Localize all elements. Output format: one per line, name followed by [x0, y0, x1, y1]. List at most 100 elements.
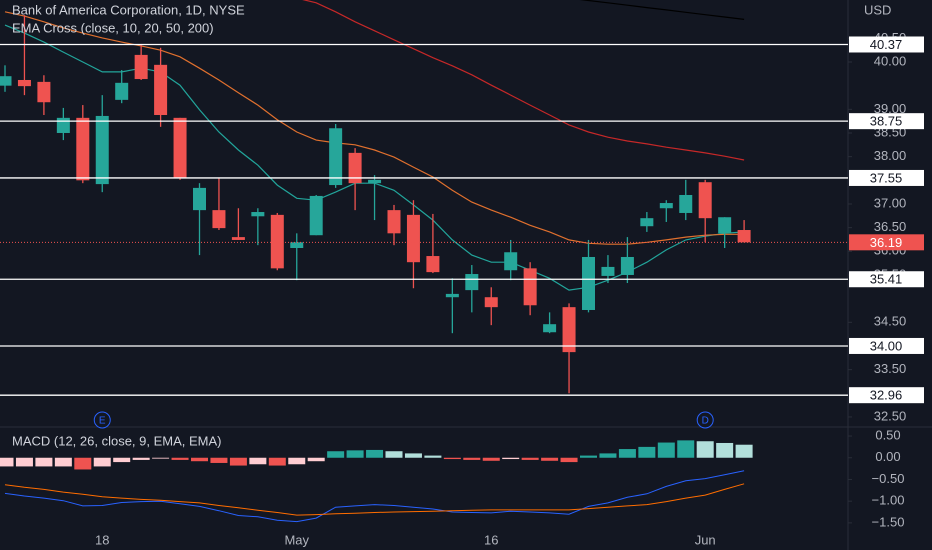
candle-body [368, 179, 382, 184]
histogram-bar [268, 457, 286, 466]
candle-body [406, 214, 420, 263]
candle-body [37, 81, 51, 103]
histogram-bar [35, 457, 53, 467]
level-label-box [849, 169, 924, 186]
level-label-box [849, 271, 924, 288]
y-tick-label: 40.00 [874, 53, 907, 68]
candle-body [445, 293, 459, 298]
candle-body [620, 256, 634, 275]
candle-body [601, 266, 615, 276]
candle-body [718, 217, 732, 234]
histogram-bar [307, 457, 325, 462]
candle-body [270, 214, 284, 269]
candle-body [523, 268, 537, 306]
x-tick-label: 16 [484, 532, 498, 547]
last-price-label: 36.19 [870, 235, 903, 250]
axes: 40.5040.0039.0038.5038.0037.0036.5036.00… [95, 30, 924, 547]
histogram-bar [132, 457, 150, 460]
y-tick-label: −1.50 [872, 514, 905, 529]
histogram-bar [288, 457, 306, 465]
histogram-bar [580, 455, 597, 458]
candle-body [154, 64, 168, 116]
y-tick-label: 37.00 [874, 195, 907, 210]
level-label: 34.00 [870, 338, 903, 353]
histogram-bar [191, 457, 208, 462]
ema-line [302, 0, 745, 161]
event-marker [696, 411, 714, 429]
level-label: 35.41 [870, 272, 903, 287]
x-tick-label: 18 [95, 532, 109, 547]
y-tick-label: 0.00 [875, 449, 900, 464]
candle-body [134, 54, 148, 80]
candle-body [484, 297, 498, 308]
histogram-bar [482, 457, 500, 461]
candle-body [309, 195, 323, 236]
price-pane [0, 0, 848, 396]
event-marker [93, 411, 111, 429]
histogram-bar [74, 457, 92, 470]
level-label-box [849, 113, 924, 130]
histogram-bar [424, 455, 442, 458]
level-label: 38.75 [870, 114, 903, 129]
histogram-bar [618, 449, 636, 458]
level-label: 32.96 [870, 388, 903, 403]
y-tick-label: −0.50 [872, 471, 905, 486]
histogram-bar [113, 457, 131, 463]
histogram-bar [15, 457, 33, 467]
level-label-box [849, 337, 924, 354]
histogram-bar [521, 457, 539, 460]
x-tick-label: May [284, 532, 309, 547]
histogram-bar [735, 444, 753, 458]
histogram-bar [638, 446, 656, 458]
y-tick-label: 0.50 [875, 427, 900, 442]
candle-body [679, 194, 693, 213]
y-tick-label: −1.00 [872, 493, 905, 508]
level-label-box [849, 36, 924, 53]
histogram-bar [171, 457, 189, 460]
level-label-box [849, 387, 924, 404]
last-price-box [849, 234, 924, 251]
candle-body [56, 117, 70, 133]
x-tick-label: Jun [695, 532, 716, 547]
histogram-bar [541, 457, 559, 461]
candle-body [640, 218, 654, 227]
candle-body [543, 324, 557, 333]
macd-label: MACD (12, 26, close, 9, EMA, EMA) [12, 433, 222, 448]
candle-body [290, 242, 304, 248]
candle-body [426, 256, 440, 273]
histogram-bar [54, 457, 72, 467]
candle-body [0, 76, 12, 86]
histogram-bar [249, 457, 267, 465]
histogram-bar [366, 449, 384, 458]
candle-body [387, 210, 401, 234]
macd-line [4, 483, 745, 516]
histogram-bar [463, 457, 481, 460]
indicator-label: EMA Cross (close, 10, 20, 50, 200) [12, 20, 214, 35]
histogram-bar [443, 457, 461, 460]
macd-pane [0, 440, 753, 523]
y-tick-label: 39.00 [874, 101, 907, 116]
candle-body [76, 117, 90, 181]
histogram-bar [229, 457, 247, 466]
histogram-bar [404, 453, 422, 458]
y-tick-label: 34.50 [874, 314, 907, 329]
histogram-bar [677, 440, 695, 458]
histogram-bar [599, 453, 617, 458]
macd-line [4, 470, 745, 523]
candle-body [737, 230, 751, 243]
candle-body [698, 182, 712, 219]
ema-line [579, 0, 745, 20]
histogram-bar [152, 457, 170, 459]
candle-body [504, 252, 518, 271]
histogram-bar [210, 457, 228, 463]
y-tick-label: 36.50 [874, 219, 907, 234]
candle-body [562, 307, 576, 353]
event-marker-label: E [99, 416, 106, 427]
candle-body [348, 152, 362, 184]
currency: USD [864, 2, 891, 17]
candle-body [193, 187, 206, 211]
candle-body [95, 115, 109, 185]
histogram-bar [657, 442, 675, 458]
